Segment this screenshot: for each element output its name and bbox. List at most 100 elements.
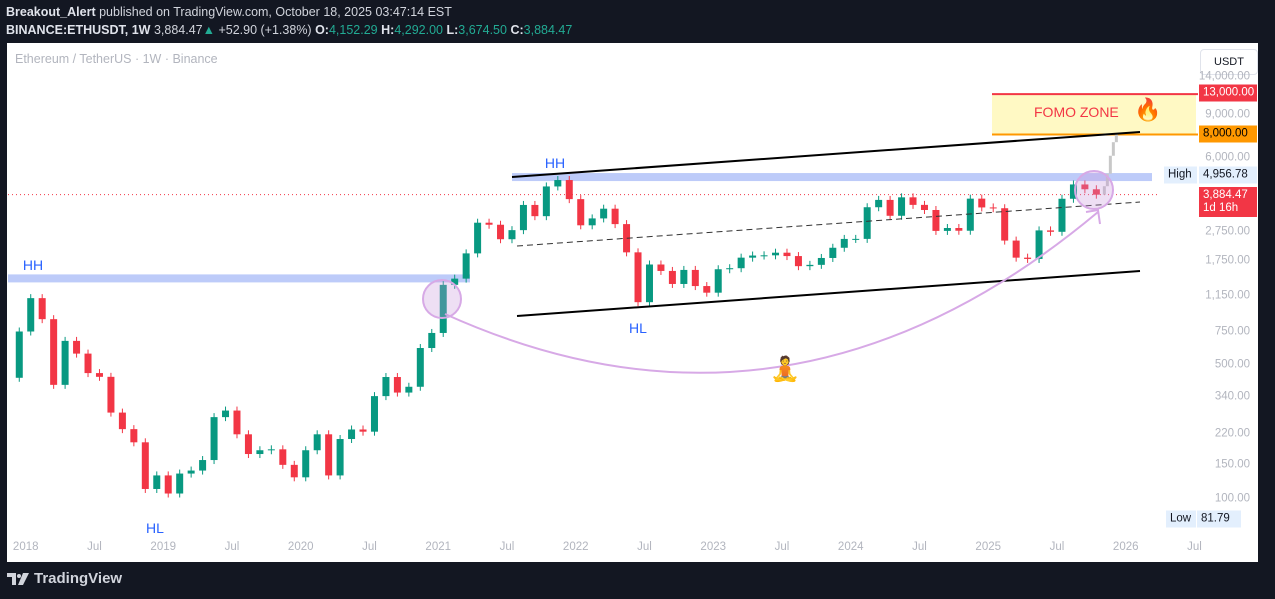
candle [439,284,447,333]
candle [267,449,275,451]
candle [1047,230,1055,232]
y-tick-label: 100.00 [1214,492,1250,505]
y-tick-label: 1,150.00 [1205,289,1250,302]
breakout-circle-2021 [422,279,462,319]
y-tick-label: 14,000.00 [1198,70,1250,83]
x-tick-label: Jul [362,541,377,553]
candle [840,238,848,248]
candle [313,434,321,451]
candle [978,198,986,208]
x-tick-label: Jul [912,541,927,553]
candle [508,230,516,240]
publish-date: published on TradingView.com, October 18… [99,5,452,19]
x-tick-label: 2025 [975,541,1002,553]
candle [645,264,653,303]
candle [1024,257,1032,259]
low-label: L: [446,23,459,37]
high-value: 4,292.00 [394,23,443,37]
candle [657,264,665,271]
candle [794,256,802,267]
y-tick-label: 2,750.00 [1205,225,1250,238]
candle [829,247,837,258]
candle [703,286,711,293]
candle [726,268,734,270]
candle [244,434,252,455]
candle [611,208,619,225]
candle [84,353,92,374]
candle [966,198,974,231]
open-value: 4,152.29 [328,23,378,37]
candle [130,429,138,443]
candle [393,377,401,393]
channel-upper-line [511,131,1141,178]
candle [50,319,58,385]
candle [943,228,951,231]
candle [898,197,906,216]
candle [932,209,940,231]
fomo-zone [992,94,1196,135]
candle [863,207,871,239]
y-tick-label: 6,000.00 [1205,151,1250,164]
x-tick-label: 2023 [700,541,727,553]
last-price: 3,884.47 [153,23,203,37]
x-tick-label: Jul [1049,541,1065,553]
candle [577,199,585,226]
curve-arrowhead [1085,208,1101,225]
high-label: H: [381,23,395,37]
y-tick-label: 750.00 [1214,325,1250,337]
projection-candle [1105,173,1109,187]
current-price: 3,884.47 [1203,189,1248,201]
hl-label-2018: HL [146,520,164,536]
y-tick-label: 150.00 [1214,458,1250,471]
open-label: O: [315,23,329,37]
candle [73,340,81,354]
hh-label-2018: HH [22,257,44,273]
candle [199,460,207,471]
brand-name: TradingView [34,570,123,587]
x-tick-label: 2021 [425,541,452,553]
candle [1092,189,1100,195]
candle [989,207,997,209]
candle [325,434,333,476]
x-tick-label: 2026 [1112,541,1139,553]
candle [554,180,562,187]
candle [634,252,642,303]
candle [416,348,424,387]
candle [760,255,768,257]
y-tick-label: 9,000.00 [1205,108,1250,121]
x-tick-label: Jul [637,541,652,553]
author[interactable]: Breakout_Alert [6,5,96,19]
rounding-bottom-curve [444,211,1099,374]
candle [519,204,527,231]
candle [886,199,894,216]
low-label-badge: Low [1166,510,1196,528]
candle [1001,208,1009,241]
candle [783,252,791,257]
candle [588,218,596,226]
x-tick-label: 2024 [837,541,864,553]
symbol-info: BINANCE:ETHUSDT, 1W 3,884.47▲ +52.90 (+1… [6,23,572,37]
candle [817,257,825,265]
currency-button[interactable]: USDT [1200,49,1258,75]
candle [749,255,757,258]
candle [714,269,722,293]
high-label-badge: High [1164,166,1197,184]
tradingview-logo-icon [7,572,29,585]
candle [176,473,184,494]
candle [852,238,860,240]
channel-lower-line [516,270,1141,317]
tradingview-logo[interactable]: TradingView [7,570,122,587]
candle [600,208,608,219]
candle [348,429,356,440]
fire-icon: 🔥 [1134,97,1162,122]
candle [737,257,745,269]
candle [256,450,264,455]
projection-candle [1114,134,1118,143]
candle [370,396,378,432]
projection-candle [1111,142,1115,156]
candle [920,204,928,210]
candle [806,264,814,267]
candle [405,386,413,393]
candle [359,429,367,432]
